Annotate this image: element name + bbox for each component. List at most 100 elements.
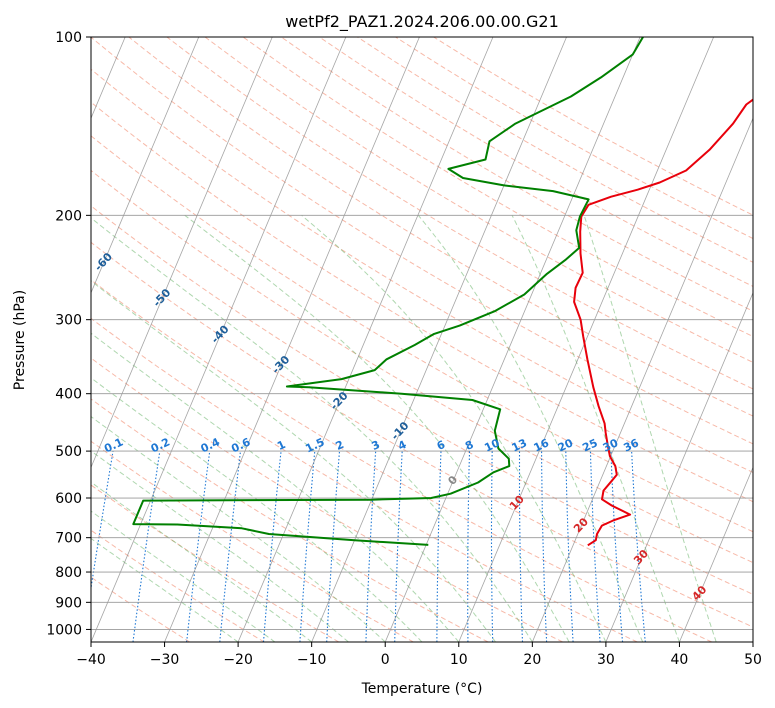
y-tick-label: 300 xyxy=(55,313,82,329)
isotherm-label: -30 xyxy=(269,353,292,377)
y-tick-label: 800 xyxy=(55,565,82,581)
dry-adiabat xyxy=(91,169,753,564)
dry-adiabat xyxy=(91,37,753,445)
dry-adiabat xyxy=(242,37,753,338)
y-tick-label: 900 xyxy=(55,595,82,611)
moist-adiabat xyxy=(301,214,607,642)
contour-labels: -100-90-80-70-60-50-40-30-20-10010203040… xyxy=(92,250,710,603)
mixing-ratio-line xyxy=(467,451,471,642)
mixing-ratio-line xyxy=(589,451,601,642)
isotherm xyxy=(91,37,273,469)
mixing-ratio-line xyxy=(262,451,282,642)
mixing-ratio-line xyxy=(610,451,624,642)
mixing-ratio-label: 13 xyxy=(510,436,529,454)
moist-adiabat xyxy=(184,214,570,642)
isotherm-label: 0 xyxy=(445,473,460,488)
dry-adiabat xyxy=(204,37,753,363)
mixing-ratio-line xyxy=(565,451,574,642)
dry-adiabat xyxy=(91,576,190,642)
mixing-ratio-label: 20 xyxy=(556,436,576,454)
mixing-ratio-label: 10 xyxy=(482,436,502,454)
mixing-ratio-line xyxy=(518,451,524,642)
y-tick-label: 500 xyxy=(55,444,82,460)
y-tick-label: 200 xyxy=(55,208,82,224)
isotherm-label: 40 xyxy=(689,583,709,603)
x-axis: −40 −30 −20 −10 0 10 20 30 40 50 xyxy=(76,642,762,668)
dry-adiabat xyxy=(91,68,753,473)
moist-adiabat xyxy=(91,415,386,642)
isotherm xyxy=(605,291,753,642)
isotherm xyxy=(311,37,567,642)
isotherm-label: 30 xyxy=(631,547,651,567)
mixing-ratio-label: 0.1 xyxy=(102,435,125,455)
moist-adiabat xyxy=(511,215,680,642)
mixing-ratio-line xyxy=(91,451,114,592)
dry-adiabat xyxy=(357,37,753,263)
isotherm xyxy=(164,37,420,642)
chart-title: wetPf2_PAZ1.2024.206.00.00.G21 xyxy=(285,12,559,32)
temperature-line xyxy=(573,98,753,547)
x-axis-label: Temperature (°C) xyxy=(361,681,483,697)
isotherm-label: 20 xyxy=(571,515,591,535)
isotherm xyxy=(91,37,200,294)
isotherm-label: -50 xyxy=(150,286,173,310)
isotherm-label: -60 xyxy=(92,250,115,274)
mixing-ratio-line xyxy=(541,451,548,642)
mixing-ratio-line xyxy=(394,451,403,642)
moist-adiabat xyxy=(91,481,312,642)
moist-adiabat xyxy=(583,215,717,642)
isotherm xyxy=(91,37,347,642)
isotherm-label: -20 xyxy=(328,389,351,413)
dry-adiabat xyxy=(91,279,713,642)
isotherm xyxy=(458,37,715,642)
dry-adiabat xyxy=(91,317,638,642)
mixing-ratio-label: 25 xyxy=(580,436,599,454)
y-tick-label: 100 xyxy=(55,30,82,46)
y-tick-label: 1000 xyxy=(46,622,82,638)
mixing-ratio-line xyxy=(219,451,242,642)
moist-adiabat xyxy=(91,217,533,642)
moist-adiabat xyxy=(91,510,276,642)
mixing-ratio-label: 0.4 xyxy=(199,435,222,455)
x-tick-label: 50 xyxy=(744,652,762,668)
dry-adiabat xyxy=(91,398,489,642)
isotherm xyxy=(679,466,753,642)
dry-adiabat xyxy=(91,241,753,628)
mixing-ratio-label: 16 xyxy=(532,436,552,454)
x-tick-label: 0 xyxy=(381,652,390,668)
x-tick-label: −30 xyxy=(150,652,180,668)
plot-frame xyxy=(90,36,754,643)
background-lines xyxy=(91,37,753,642)
mixing-ratio-label: 0.2 xyxy=(149,435,172,455)
dry-adiabat xyxy=(91,101,753,503)
moist-adiabat xyxy=(91,450,349,642)
profile-series xyxy=(132,37,753,547)
mixing-ratio-line xyxy=(365,451,377,642)
dry-adiabat xyxy=(91,135,753,533)
x-tick-label: 40 xyxy=(671,652,689,668)
isotherm xyxy=(384,37,641,642)
moist-adiabat xyxy=(91,280,496,642)
dry-adiabat xyxy=(91,484,340,642)
x-tick-label: 30 xyxy=(597,652,615,668)
isotherm-label: 10 xyxy=(507,492,527,512)
dry-adiabat xyxy=(91,357,563,642)
isotherm-label: -40 xyxy=(209,322,232,346)
x-tick-label: −20 xyxy=(223,652,253,668)
mixing-ratio-line xyxy=(326,451,341,642)
y-tick-label: 600 xyxy=(55,491,82,507)
mixing-ratio-line xyxy=(490,451,494,642)
y-axis-label: Pressure (hPa) xyxy=(12,290,28,390)
dry-adiabat xyxy=(128,37,753,417)
mixing-ratio-line xyxy=(299,451,316,642)
dry-adiabat xyxy=(91,529,265,642)
isotherm xyxy=(752,640,753,642)
x-tick-label: −40 xyxy=(76,652,106,668)
mixing-ratio-label: 36 xyxy=(621,436,641,454)
gridlines xyxy=(91,37,753,642)
mixing-ratio-label: 1.5 xyxy=(303,435,326,455)
y-axis: 100 200 300 400 500 600 700 800 900 1000 xyxy=(46,30,91,638)
dry-adiabat xyxy=(91,205,753,595)
moist-adiabat xyxy=(91,377,423,642)
